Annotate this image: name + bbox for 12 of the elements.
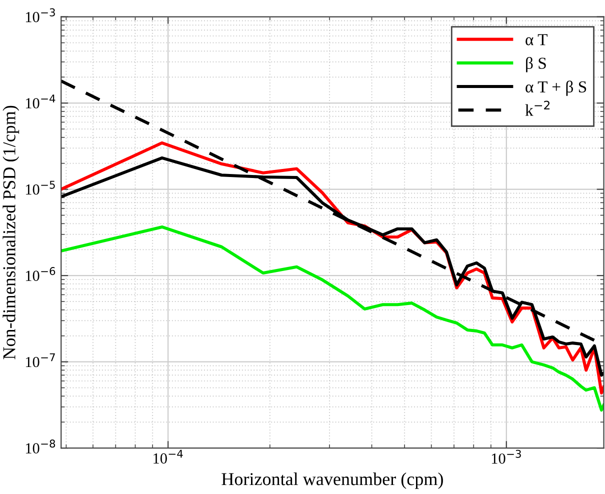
y-tick-label: 10$^{−6}$ (26, 267, 56, 281)
legend-label: α T (526, 34, 548, 46)
y-tick-label: 10$^{−7}$ (26, 353, 55, 368)
x-axis-title: Horizontal wavenumber (cpm) (222, 472, 443, 489)
y-tick-label: 10$^{−8}$ (26, 440, 56, 454)
legend-label: α T + β S (526, 80, 586, 96)
legend-label: β S (526, 57, 546, 72)
y-tick-label: 10$^{−5}$ (26, 180, 55, 195)
y-axis-title: Non-dimensionalized PSD (1/cpm) (2, 106, 20, 360)
y-tick-label: 10$^{−3}$ (26, 8, 55, 22)
y-tick-label: 10$^{−4}$ (26, 94, 56, 108)
legend-label: k$^{−2}$ (525, 100, 550, 116)
